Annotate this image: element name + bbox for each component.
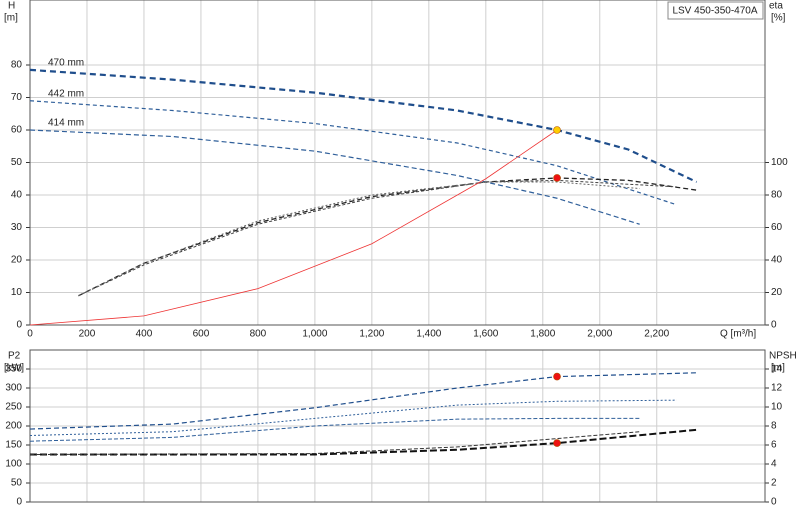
x-tick-label: 1,000 bbox=[302, 329, 327, 340]
y2-tick-label: 2 bbox=[771, 478, 777, 489]
x-axis-label: Q [m³/h] bbox=[720, 329, 756, 340]
y2-tick-label: 0 bbox=[771, 320, 777, 331]
plot-frame bbox=[29, 0, 766, 326]
y-tick-label: 100 bbox=[5, 459, 22, 470]
y2-tick-label: 40 bbox=[771, 255, 783, 266]
y2-tick-label: 12 bbox=[771, 383, 783, 394]
y-tick-label: 20 bbox=[11, 255, 23, 266]
series-line bbox=[29, 68, 698, 183]
series-label: 414 mm bbox=[48, 118, 84, 129]
y2-tick-label: 10 bbox=[771, 402, 783, 413]
y-tick-label: 60 bbox=[11, 125, 23, 136]
x-tick-label: 200 bbox=[79, 329, 96, 340]
x-tick-label: 1,400 bbox=[416, 329, 441, 340]
x-tick-label: 0 bbox=[27, 329, 33, 340]
duty-point bbox=[553, 174, 561, 182]
y-tick-label: 50 bbox=[11, 478, 23, 489]
series-line bbox=[29, 417, 640, 442]
y-tick-label: 350 bbox=[5, 364, 22, 375]
series-line bbox=[29, 129, 640, 225]
series-line bbox=[78, 181, 640, 297]
series-line bbox=[29, 372, 697, 430]
title-box bbox=[667, 1, 764, 20]
y2-tick-label: 6 bbox=[771, 440, 777, 451]
x-tick-label: 400 bbox=[136, 329, 153, 340]
y2-tick-label: 0 bbox=[771, 497, 777, 508]
y2-axis-label: eta bbox=[769, 1, 783, 12]
x-tick-label: 2,200 bbox=[644, 329, 669, 340]
y2-tick-label: 100 bbox=[771, 157, 788, 168]
duty-point bbox=[553, 439, 561, 447]
series-line bbox=[29, 399, 677, 436]
y-tick-label: 50 bbox=[11, 157, 23, 168]
y-tick-label: 0 bbox=[16, 320, 22, 331]
y-tick-label: 10 bbox=[11, 287, 23, 298]
duty-point bbox=[553, 372, 561, 381]
series-line bbox=[78, 179, 677, 297]
y-tick-label: 200 bbox=[5, 421, 22, 432]
duty-point bbox=[553, 126, 561, 134]
x-tick-label: 800 bbox=[250, 329, 267, 340]
chart-title: LSV 450-350-470A bbox=[672, 6, 757, 17]
y2-tick-label: 20 bbox=[771, 287, 783, 298]
series-label: 470 mm bbox=[48, 58, 84, 69]
series-line bbox=[29, 129, 558, 326]
series-line bbox=[29, 431, 640, 455]
y-tick-label: 40 bbox=[11, 190, 23, 201]
y2-tick-label: 4 bbox=[771, 459, 777, 470]
y2-tick-label: 14 bbox=[771, 364, 783, 375]
y2-axis-unit: [m] bbox=[771, 363, 785, 374]
series-label: 442 mm bbox=[48, 88, 84, 99]
x-tick-label: 1,800 bbox=[530, 329, 555, 340]
y-tick-label: 70 bbox=[11, 92, 23, 103]
x-tick-label: 1,600 bbox=[473, 329, 498, 340]
y-tick-label: 300 bbox=[5, 383, 22, 394]
y2-axis-unit: [%] bbox=[771, 13, 786, 24]
y-axis-label: H bbox=[8, 1, 15, 12]
y-axis-unit: [m] bbox=[4, 13, 18, 24]
y-axis-unit: [kW] bbox=[4, 363, 24, 374]
y2-tick-label: 8 bbox=[771, 421, 777, 432]
x-tick-label: 2,000 bbox=[587, 329, 612, 340]
y-tick-label: 30 bbox=[11, 222, 23, 233]
plot-frame bbox=[29, 349, 766, 503]
y2-tick-label: 80 bbox=[771, 190, 783, 201]
series-line bbox=[29, 100, 677, 206]
y-axis-label: P2 bbox=[8, 351, 21, 362]
y-tick-label: 80 bbox=[11, 60, 23, 71]
y-tick-label: 150 bbox=[5, 440, 22, 451]
y2-tick-label: 60 bbox=[771, 222, 783, 233]
x-tick-label: 600 bbox=[193, 329, 210, 340]
series-line bbox=[78, 177, 697, 297]
x-tick-label: 1,200 bbox=[359, 329, 384, 340]
y2-axis-label: NPSH bbox=[769, 351, 797, 362]
y-tick-label: 0 bbox=[16, 497, 22, 508]
y-tick-label: 250 bbox=[5, 402, 22, 413]
series-line bbox=[29, 428, 697, 456]
